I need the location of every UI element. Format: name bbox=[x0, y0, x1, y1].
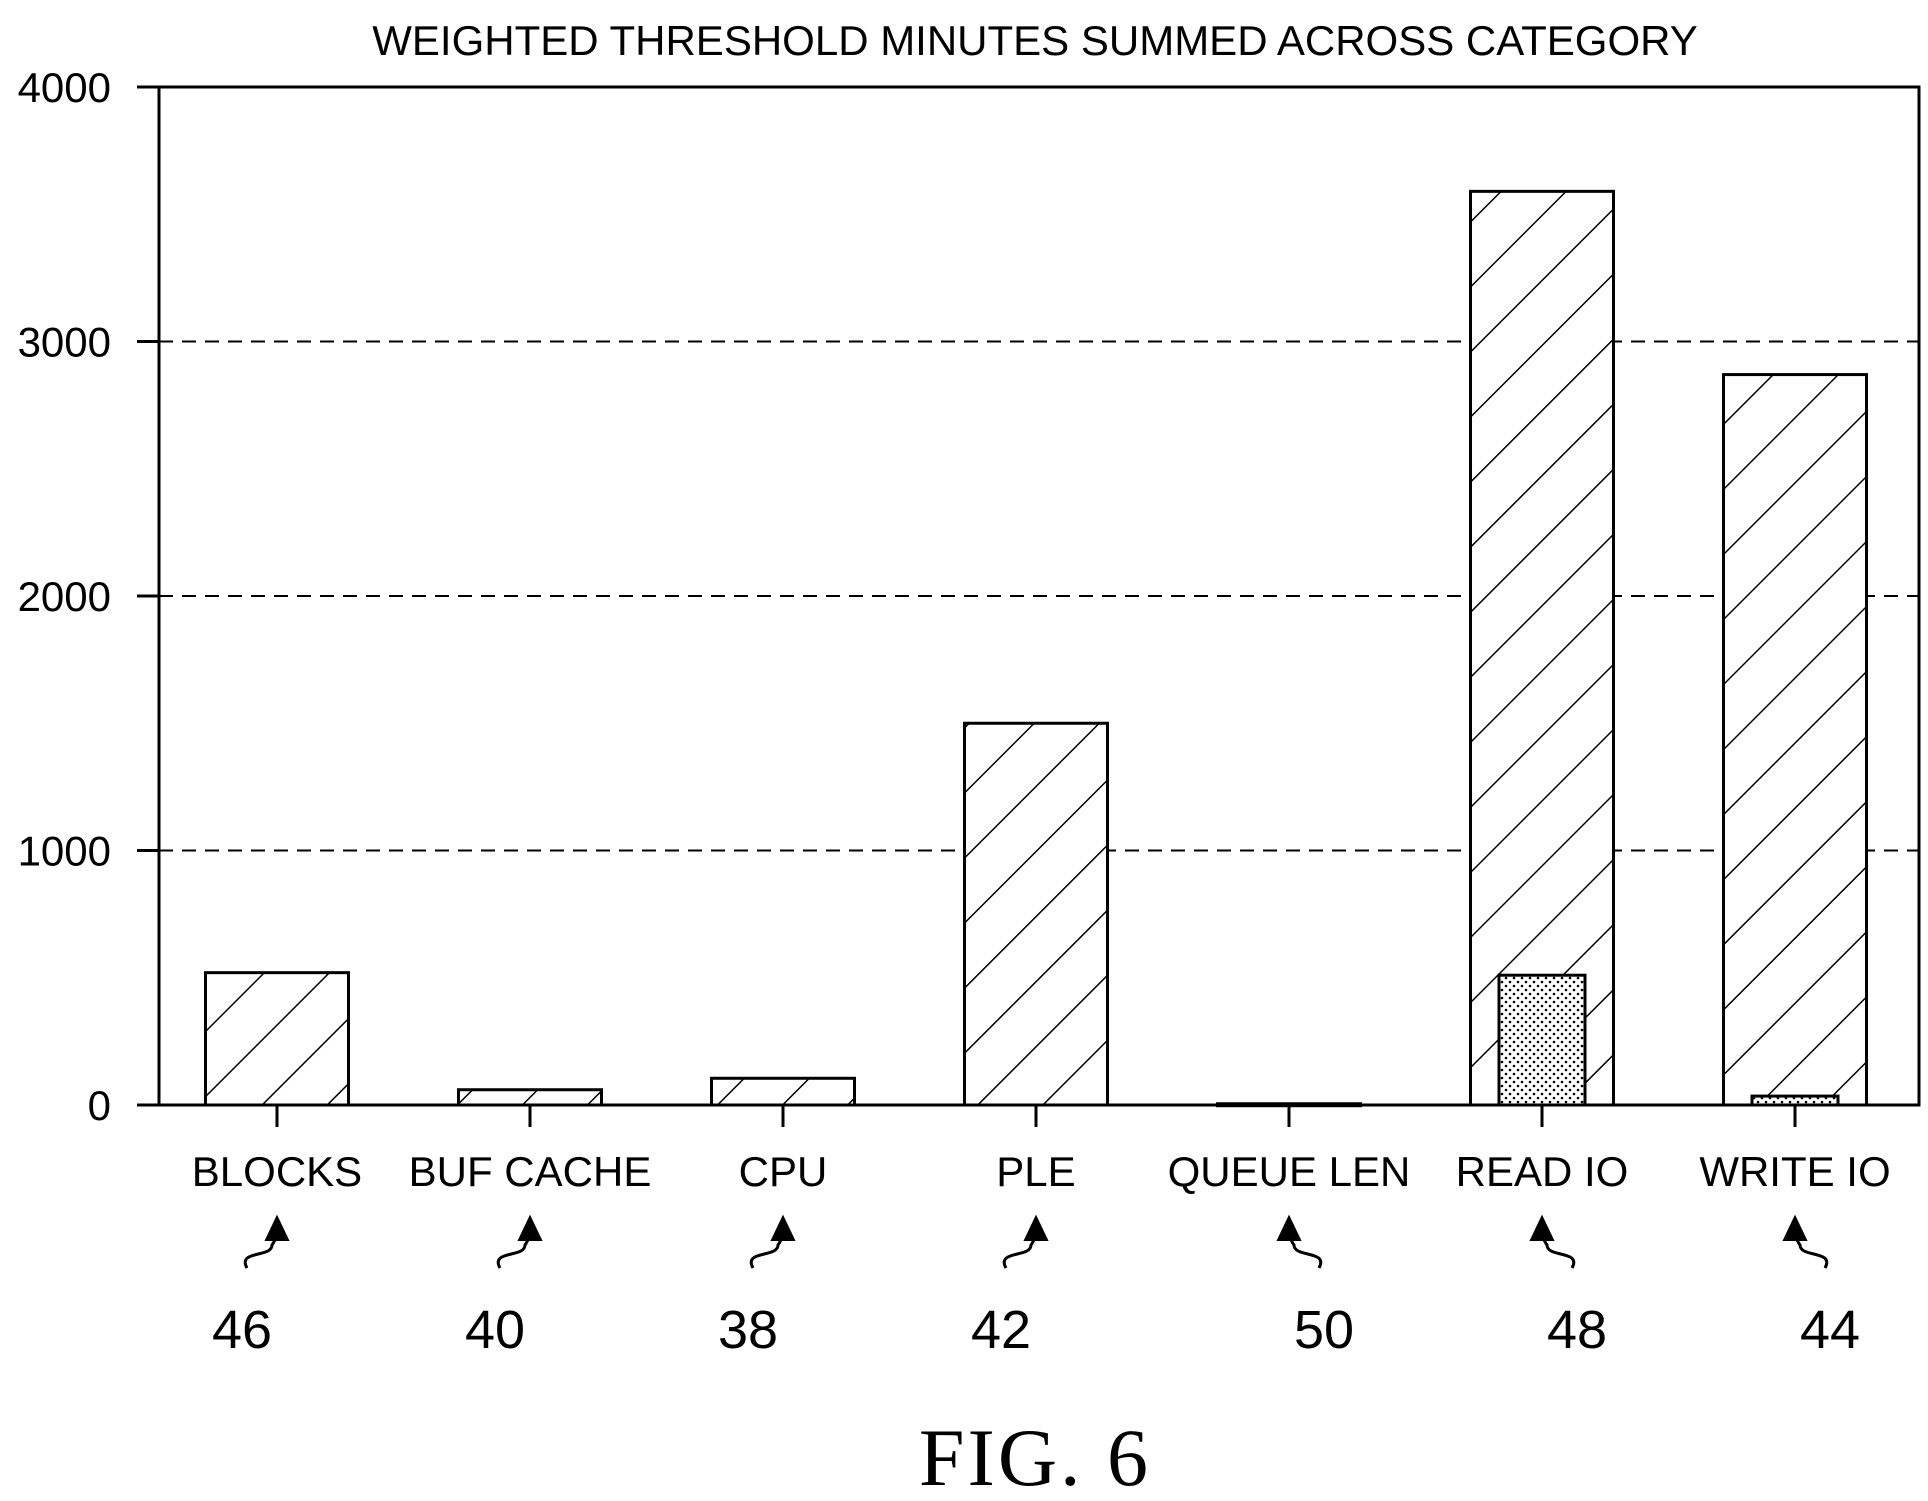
reference-numeral: 50 bbox=[1294, 1300, 1354, 1360]
reference-numerals: 46 40 38 42 50 48 44 bbox=[212, 1214, 1860, 1360]
x-tick-label: WRITE IO bbox=[1699, 1148, 1890, 1195]
chart-title: WEIGHTED THRESHOLD MINUTES SUMMED ACROSS… bbox=[372, 17, 1697, 64]
arrowhead bbox=[517, 1214, 543, 1241]
bars bbox=[204, 189, 1868, 1127]
x-axis-labels: BLOCKS BUF CACHE CPU PLE QUEUE LEN READ IO WRI… bbox=[192, 1148, 1891, 1195]
reference-numeral: 44 bbox=[1800, 1300, 1860, 1360]
y-axis: 0 1000 2000 3000 4000 bbox=[18, 64, 159, 1129]
reference-numeral: 40 bbox=[465, 1300, 525, 1360]
x-tick-label: CPU bbox=[739, 1148, 828, 1195]
reference-numeral: 38 bbox=[718, 1300, 778, 1360]
bar-dotted bbox=[1497, 973, 1587, 1107]
arrowhead bbox=[1529, 1214, 1555, 1241]
bar bbox=[1722, 373, 1868, 1107]
x-tick-label: QUEUE LEN bbox=[1168, 1148, 1411, 1195]
x-tick-label: READ IO bbox=[1456, 1148, 1629, 1195]
arrowhead bbox=[264, 1214, 290, 1241]
x-tick-label: BUF CACHE bbox=[409, 1148, 652, 1195]
plot-frame bbox=[157, 85, 1921, 1107]
y-tick-label: 3000 bbox=[18, 319, 111, 366]
reference-numeral: 48 bbox=[1547, 1300, 1607, 1360]
x-tick-label: BLOCKS bbox=[192, 1148, 362, 1195]
bar bbox=[1469, 189, 1615, 1107]
arrowhead bbox=[1782, 1214, 1808, 1241]
figure-label: FIG. 6 bbox=[919, 1412, 1151, 1501]
bar bbox=[457, 1088, 603, 1107]
y-tick-label: 4000 bbox=[18, 64, 111, 111]
y-tick-label: 2000 bbox=[18, 573, 111, 620]
bar bbox=[963, 721, 1109, 1107]
reference-numeral: 42 bbox=[971, 1300, 1031, 1360]
arrowhead bbox=[1276, 1214, 1302, 1241]
arrowhead bbox=[770, 1214, 796, 1241]
arrowhead bbox=[1023, 1214, 1049, 1241]
x-tick-label: PLE bbox=[996, 1148, 1075, 1195]
y-tick-label: 1000 bbox=[18, 828, 111, 875]
y-tick-label: 0 bbox=[88, 1082, 111, 1129]
bar bbox=[204, 971, 350, 1107]
reference-numeral: 46 bbox=[212, 1300, 272, 1360]
bar bbox=[710, 1076, 856, 1107]
